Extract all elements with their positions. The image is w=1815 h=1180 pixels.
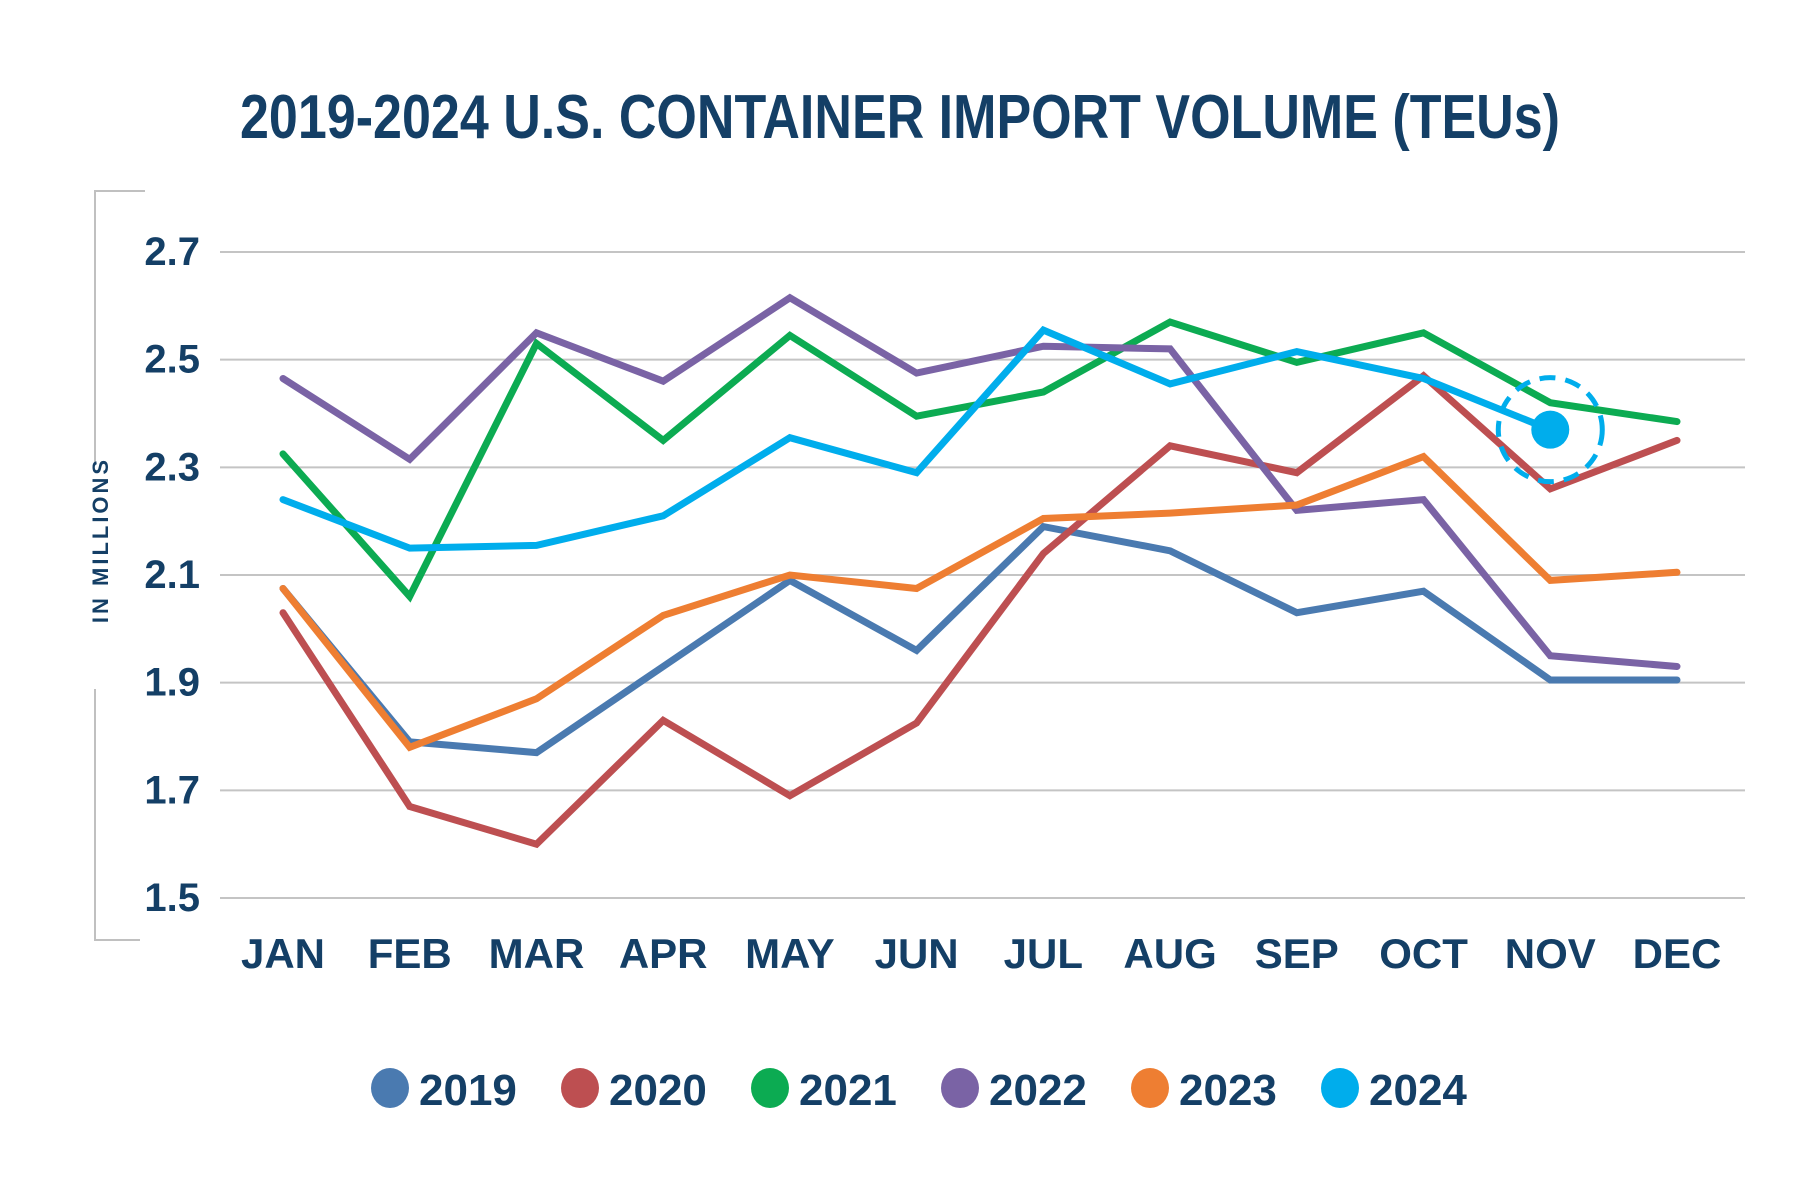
x-tick-label: JAN (241, 930, 325, 977)
x-tick-label: APR (619, 930, 708, 977)
legend-item-2020: 2020 (561, 1066, 707, 1115)
legend-swatch (561, 1068, 599, 1108)
legend-label: 2022 (989, 1066, 1087, 1115)
y-tick-label: 1.9 (144, 661, 200, 705)
legend-label: 2021 (799, 1066, 897, 1115)
chart-title: 2019-2024 U.S. CONTAINER IMPORT VOLUME (… (240, 83, 1560, 152)
legend-swatch (371, 1068, 409, 1108)
legend-item-2022: 2022 (941, 1066, 1087, 1115)
x-tick-label: SEP (1255, 930, 1339, 977)
legend-item-2021: 2021 (751, 1066, 897, 1115)
y-tick-labels: 2.7 2.5 2.3 2.1 1.9 1.7 1.5 (144, 230, 200, 920)
legend-item-2023: 2023 (1131, 1066, 1277, 1115)
legend-swatch (941, 1068, 979, 1108)
gridlines (220, 251, 1745, 899)
legend-label: 2019 (419, 1066, 517, 1115)
series-lines (279, 293, 1681, 849)
series-line-2019 (279, 522, 1681, 757)
legend-item-2024: 2024 (1321, 1066, 1467, 1115)
x-tick-label: JUN (875, 930, 959, 977)
x-tick-label: NOV (1505, 930, 1596, 977)
series-line-2023 (279, 452, 1681, 752)
series-line-2020 (279, 371, 1681, 849)
x-tick-label: FEB (368, 930, 452, 977)
highlight-dot (1531, 410, 1570, 449)
legend-label: 2020 (609, 1066, 707, 1115)
x-tick-label: OCT (1379, 930, 1468, 977)
y-tick-label: 2.5 (144, 338, 200, 382)
legend-swatch (751, 1068, 789, 1108)
series-line-2024 (279, 325, 1554, 552)
series-line-2022 (279, 293, 1681, 670)
legend-swatch (1131, 1068, 1169, 1108)
highlight-ring (1495, 375, 1605, 485)
x-tick-label: JUL (1004, 930, 1083, 977)
y-tick-label: 2.1 (144, 553, 200, 597)
x-tick-label: MAY (745, 930, 834, 977)
y-axis-label: IN MILLIONS (88, 457, 113, 623)
x-tick-label: DEC (1633, 930, 1722, 977)
x-tick-label: MAR (489, 930, 585, 977)
y-tick-label: 1.5 (144, 876, 200, 920)
highlight-marker (1495, 375, 1605, 485)
y-tick-label: 2.3 (144, 445, 200, 489)
legend: 2019 2020 2021 2022 2023 2024 (371, 1066, 1467, 1115)
y-axis-bracket (94, 190, 145, 941)
y-tick-label: 1.7 (144, 768, 200, 812)
y-tick-label: 2.7 (144, 230, 200, 274)
legend-item-2019: 2019 (371, 1066, 517, 1115)
x-tick-label: AUG (1123, 930, 1216, 977)
legend-swatch (1321, 1068, 1359, 1108)
legend-label: 2023 (1179, 1066, 1277, 1115)
legend-label: 2024 (1369, 1066, 1467, 1115)
x-tick-labels: JAN FEB MAR APR MAY JUN JUL AUG SEP OCT NOV DEC (241, 930, 1721, 977)
